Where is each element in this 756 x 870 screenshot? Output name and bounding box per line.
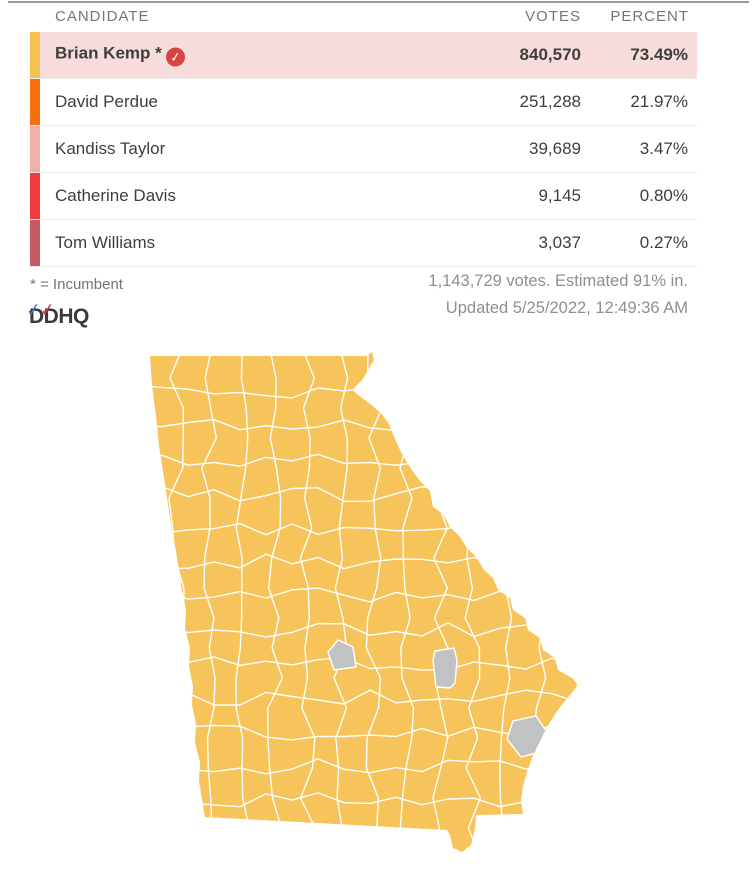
candidate-name: Kandiss Taylor	[55, 139, 166, 158]
header-votes: VOTES	[525, 8, 581, 25]
incumbent-note: * = Incumbent	[30, 276, 123, 293]
top-rule	[8, 1, 749, 3]
table-row: Brian Kemp * ✓ 840,570 73.49%	[30, 32, 697, 79]
candidate-color-bar	[30, 126, 40, 172]
no-result-county[interactable]	[327, 639, 357, 671]
header-candidate: CANDIDATE	[55, 8, 150, 25]
results-table-body: Brian Kemp * ✓ 840,570 73.49% David Perdue 25…	[30, 32, 697, 267]
candidate-votes: 9,145	[538, 186, 581, 205]
table-header: CANDIDATE VOTES PERCENT	[30, 3, 697, 31]
candidate-percent: 0.80%	[639, 186, 688, 205]
ddhq-logo-text: DDHQ	[29, 305, 89, 328]
candidate-name: Tom Williams	[55, 233, 156, 252]
candidate-color-bar	[30, 32, 40, 78]
candidate-name: Catherine Davis	[55, 186, 176, 205]
candidate-name: Brian Kemp * ✓	[55, 44, 186, 68]
last-updated-text: Updated 5/25/2022, 12:49:36 AM	[445, 299, 688, 317]
candidate-percent: 73.49%	[630, 45, 688, 64]
candidate-color-bar	[30, 79, 40, 125]
no-result-county[interactable]	[432, 647, 458, 689]
candidate-votes: 840,570	[519, 45, 581, 64]
table-row: Tom Williams 3,037 0.27%	[30, 220, 697, 267]
candidate-color-bar	[30, 173, 40, 219]
candidate-votes: 39,689	[529, 139, 581, 158]
total-votes-status: 1,143,729 votes. Estimated 91% in.	[428, 272, 688, 290]
candidate-percent: 3.47%	[639, 139, 688, 158]
candidate-percent: 21.97%	[630, 92, 688, 111]
candidate-color-bar	[30, 220, 40, 266]
table-row: David Perdue 251,288 21.97%	[30, 79, 697, 126]
ddhq-logo[interactable]: ✓ ✓ DDHQ	[25, 299, 89, 331]
candidate-votes: 251,288	[519, 92, 581, 111]
candidate-name: David Perdue	[55, 92, 159, 111]
candidate-percent: 0.27%	[639, 233, 688, 252]
table-row: Kandiss Taylor 39,689 3.47%	[30, 126, 697, 173]
header-percent: PERCENT	[610, 8, 689, 25]
table-row: Catherine Davis 9,145 0.80%	[30, 173, 697, 220]
candidate-votes: 3,037	[538, 233, 581, 252]
